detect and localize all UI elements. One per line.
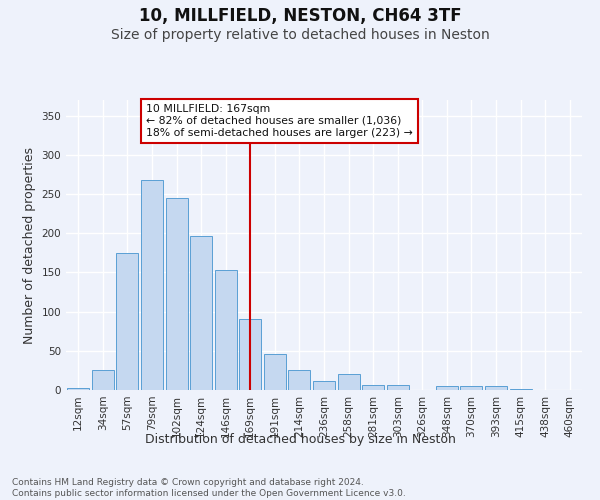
Bar: [239, 320, 262, 390]
Bar: [92, 370, 114, 390]
Bar: [362, 384, 384, 390]
Text: Size of property relative to detached houses in Neston: Size of property relative to detached ho…: [110, 28, 490, 42]
Bar: [338, 374, 359, 390]
Bar: [166, 198, 188, 390]
Text: 10, MILLFIELD, NESTON, CH64 3TF: 10, MILLFIELD, NESTON, CH64 3TF: [139, 8, 461, 26]
Bar: [67, 388, 89, 390]
Bar: [313, 380, 335, 390]
Bar: [116, 253, 139, 390]
Text: 10 MILLFIELD: 167sqm
← 82% of detached houses are smaller (1,036)
18% of semi-de: 10 MILLFIELD: 167sqm ← 82% of detached h…: [146, 104, 413, 138]
Bar: [509, 389, 532, 390]
Bar: [386, 384, 409, 390]
Text: Distribution of detached houses by size in Neston: Distribution of detached houses by size …: [145, 432, 455, 446]
Y-axis label: Number of detached properties: Number of detached properties: [23, 146, 36, 344]
Bar: [436, 386, 458, 390]
Bar: [215, 270, 237, 390]
Bar: [289, 370, 310, 390]
Bar: [141, 180, 163, 390]
Text: Contains HM Land Registry data © Crown copyright and database right 2024.
Contai: Contains HM Land Registry data © Crown c…: [12, 478, 406, 498]
Bar: [264, 354, 286, 390]
Bar: [460, 386, 482, 390]
Bar: [190, 236, 212, 390]
Bar: [485, 386, 507, 390]
